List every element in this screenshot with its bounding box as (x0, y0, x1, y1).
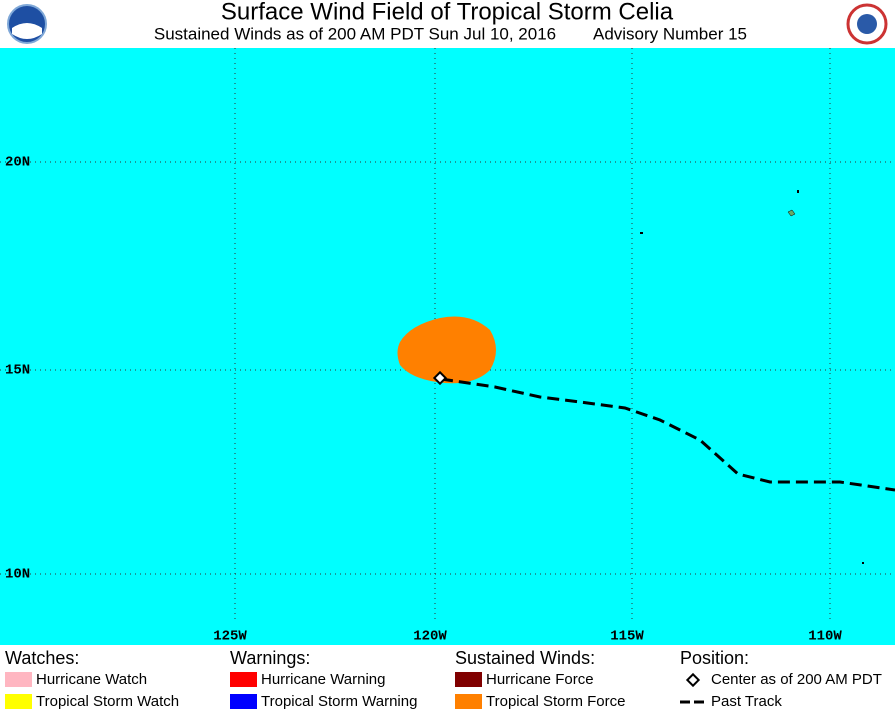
legend-title: Position: (680, 648, 749, 668)
legend-item: Tropical Storm Force (486, 693, 625, 710)
tropical-storm-force-wind-field (397, 316, 496, 384)
legend-item: Hurricane Force (486, 671, 594, 688)
subtitle: Sustained Winds as of 200 AM PDT Sun Jul… (154, 24, 556, 43)
lon-label: 110W (808, 629, 842, 645)
legend-item: Tropical Storm Warning (261, 693, 417, 710)
lon-label: 125W (213, 629, 247, 645)
lon-label: 120W (413, 629, 447, 645)
swatch (5, 694, 32, 709)
noaa-logo-wave (12, 23, 42, 39)
swatch (230, 672, 257, 687)
legend-title: Warnings: (230, 648, 310, 668)
lat-label: 10N (5, 567, 30, 583)
past-track (440, 377, 895, 492)
legend-item: Center as of 200 AM PDT (711, 671, 882, 688)
storm-center (432, 370, 448, 386)
swatch (5, 672, 32, 687)
legend-item: Past Track (711, 693, 782, 710)
advisory: Advisory Number 15 (593, 24, 747, 43)
island (640, 232, 643, 234)
legend: Watches: Hurricane Watch Tropical Storm … (5, 648, 882, 710)
lat-label: 15N (5, 363, 30, 379)
legend-item: Tropical Storm Watch (36, 693, 179, 710)
center-symbol (685, 672, 701, 688)
swatch (455, 694, 482, 709)
legend-item: Hurricane Watch (36, 671, 147, 688)
legend-title: Sustained Winds: (455, 648, 595, 668)
island (797, 190, 799, 193)
lon-label: 115W (610, 629, 644, 645)
legend-title: Watches: (5, 648, 79, 668)
lat-label: 20N (5, 155, 30, 171)
swatch (455, 672, 482, 687)
swatch (230, 694, 257, 709)
nws-logo-center (857, 14, 877, 34)
title: Surface Wind Field of Tropical Storm Cel… (221, 0, 674, 25)
island (787, 209, 796, 217)
legend-item: Hurricane Warning (261, 671, 386, 688)
map: 20N 15N 10N 125W 120W 115W 110W (0, 48, 895, 645)
island (862, 562, 864, 564)
